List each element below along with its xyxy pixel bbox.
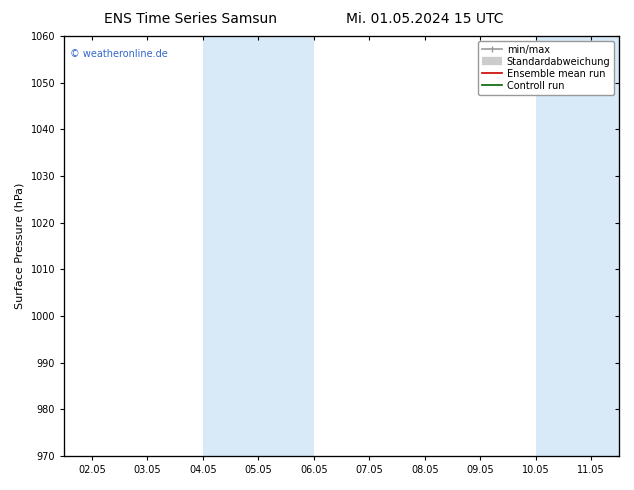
Bar — [203, 36, 259, 456]
Text: Mi. 01.05.2024 15 UTC: Mi. 01.05.2024 15 UTC — [346, 12, 503, 26]
Y-axis label: Surface Pressure (hPa): Surface Pressure (hPa) — [15, 183, 25, 309]
Bar — [536, 36, 592, 456]
Bar — [259, 36, 314, 456]
Text: ENS Time Series Samsun: ENS Time Series Samsun — [104, 12, 276, 26]
Text: © weatheronline.de: © weatheronline.de — [70, 49, 167, 59]
Bar — [592, 36, 619, 456]
Legend: min/max, Standardabweichung, Ensemble mean run, Controll run: min/max, Standardabweichung, Ensemble me… — [479, 41, 614, 95]
